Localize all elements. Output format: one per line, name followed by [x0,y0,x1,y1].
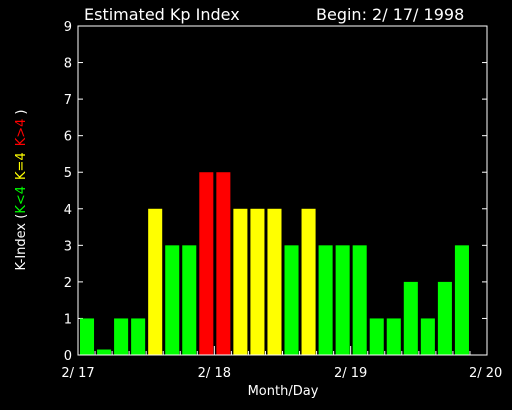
kp-bar [250,208,265,355]
kp-bar [148,208,163,355]
y-tick-label: 6 [64,130,72,145]
kp-bar [284,245,299,355]
kp-bar [420,318,435,355]
y-axis-ticks: 0 1 2 3 4 5 6 7 8 9 [64,20,487,364]
kp-bar [216,172,231,355]
kp-bar [454,245,469,355]
kp-bar [301,208,316,355]
x-tick-label: 2/ 18 [198,366,231,381]
chart-title: Estimated Kp Index [84,5,240,24]
kp-bar [437,281,452,355]
y-tick-label: 8 [64,57,72,72]
kp-bar [80,318,95,355]
x-tick-label: 2/ 19 [334,366,367,381]
plot-frame [77,25,488,356]
kp-bar [335,245,350,355]
x-axis-ticks: 2/ 17 2/ 18 2/ 19 2/ 20 [61,346,502,381]
y-tick-label: 1 [64,312,72,327]
y-tick-label: 4 [64,203,72,218]
y-axis-label-prefix: K-Index ( [14,214,29,271]
chart-subtitle: Begin: 2/ 17/ 1998 [316,5,464,24]
kp-bar [233,208,248,355]
y-axis-label-green: K<4 [14,186,29,214]
kp-bar [165,245,180,355]
y-tick-label: 5 [64,166,72,181]
x-axis-label: Month/Day [248,384,319,399]
y-tick-label: 9 [64,20,72,35]
kp-bar [97,349,112,355]
y-axis-label-suffix: ) [14,109,29,114]
kp-bar [114,318,129,355]
y-tick-label: 3 [64,239,72,254]
y-tick-label: 0 [64,349,72,364]
kp-bar [318,245,333,355]
y-tick-label: 7 [64,93,72,108]
kp-bar [403,281,418,355]
kp-bar [369,318,384,355]
kp-bar [352,245,367,355]
kp-bar [199,172,214,355]
x-tick-label: 2/ 17 [61,366,94,381]
bars [80,172,469,355]
y-axis-label: K-Index (K<4 K=4 K>4) [14,109,29,270]
y-axis-label-red: K>4 [14,119,29,147]
y-tick-label: 2 [64,276,72,291]
kp-bar [386,318,401,355]
kp-bar [131,318,146,355]
x-tick-label: 2/ 20 [469,366,502,381]
kp-bar [182,245,197,355]
y-axis-label-yellow: K=4 [14,152,29,180]
kp-bar [267,208,282,355]
